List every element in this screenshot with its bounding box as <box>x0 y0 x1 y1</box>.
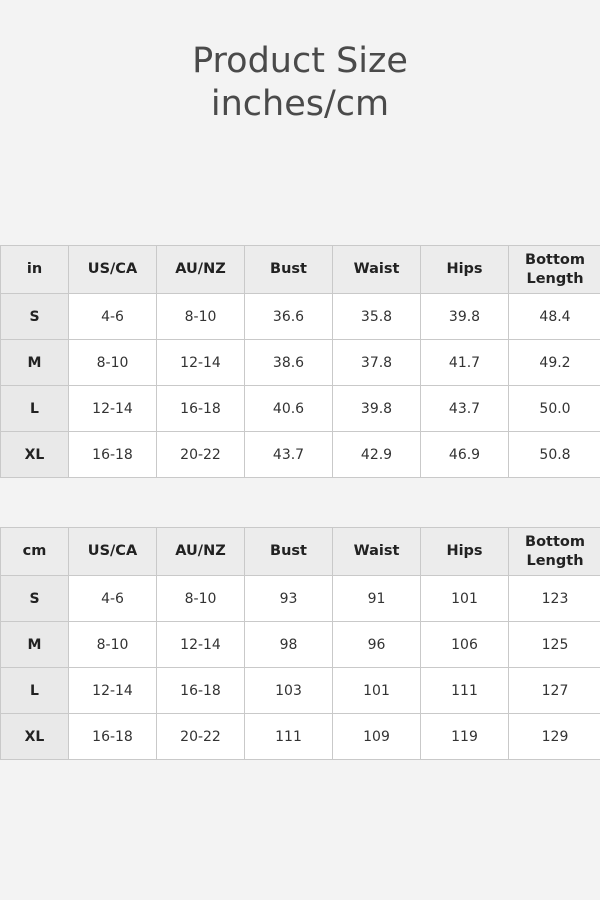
column-header: Hips <box>420 245 509 294</box>
table-cell: 48.4 <box>508 293 600 340</box>
table-cell: 16-18 <box>156 385 245 432</box>
table-cell: 98 <box>244 621 333 668</box>
unit-header: cm <box>0 527 69 576</box>
column-header: Hips <box>420 527 509 576</box>
column-header: Bust <box>244 527 333 576</box>
table-cell: 123 <box>508 575 600 622</box>
table-cell: 50.8 <box>508 431 600 478</box>
unit-header: in <box>0 245 69 294</box>
table-cell: 111 <box>244 713 333 760</box>
table-cell: 96 <box>332 621 421 668</box>
table-cell: 111 <box>420 667 509 714</box>
column-header: US/CA <box>68 245 157 294</box>
table-cell: 8-10 <box>68 621 157 668</box>
table-cell: 129 <box>508 713 600 760</box>
size-label: M <box>0 621 69 668</box>
table-cell: 8-10 <box>156 575 245 622</box>
table-cell: 109 <box>332 713 421 760</box>
column-header: Bottom Length <box>508 527 600 576</box>
header-row: cm US/CA AU/NZ Bust Waist Hips Bottom Length <box>0 527 600 576</box>
table-cell: 12-14 <box>68 385 157 432</box>
table-cell: 41.7 <box>420 339 509 386</box>
size-label: S <box>0 293 69 340</box>
size-label: S <box>0 575 69 622</box>
table-cell: 20-22 <box>156 713 245 760</box>
table-cell: 4-6 <box>68 575 157 622</box>
table-row: S 4-6 8-10 93 91 101 123 <box>0 575 600 622</box>
table-cell: 16-18 <box>156 667 245 714</box>
table-cell: 12-14 <box>156 621 245 668</box>
header-row: in US/CA AU/NZ Bust Waist Hips Bottom Length <box>0 245 600 294</box>
table-cell: 101 <box>420 575 509 622</box>
table-cell: 93 <box>244 575 333 622</box>
table-row: S 4-6 8-10 36.6 35.8 39.8 48.4 <box>0 293 600 340</box>
table-cell: 43.7 <box>420 385 509 432</box>
title-line-2: inches/cm <box>210 84 390 124</box>
size-label: XL <box>0 713 69 760</box>
size-label: XL <box>0 431 69 478</box>
size-table-inches: in US/CA AU/NZ Bust Waist Hips Bottom Length S 4… <box>0 245 600 478</box>
table-cell: 50.0 <box>508 385 600 432</box>
table-cell: 106 <box>420 621 509 668</box>
column-header: US/CA <box>68 527 157 576</box>
table-cell: 20-22 <box>156 431 245 478</box>
column-header: Waist <box>332 527 421 576</box>
table-cell: 8-10 <box>68 339 157 386</box>
table-row: XL 16-18 20-22 43.7 42.9 46.9 50.8 <box>0 431 600 478</box>
table-cell: 91 <box>332 575 421 622</box>
table-cell: 46.9 <box>420 431 509 478</box>
table-cell: 39.8 <box>420 293 509 340</box>
table-row: M 8-10 12-14 38.6 37.8 41.7 49.2 <box>0 339 600 386</box>
table-cell: 42.9 <box>332 431 421 478</box>
table-cell: 39.8 <box>332 385 421 432</box>
table-cell: 16-18 <box>68 713 157 760</box>
column-header: Bottom Length <box>508 245 600 294</box>
table-cell: 4-6 <box>68 293 157 340</box>
title-line-1: Product Size <box>192 41 408 81</box>
table-cell: 127 <box>508 667 600 714</box>
table-cell: 125 <box>508 621 600 668</box>
size-label: L <box>0 667 69 714</box>
table-cell: 38.6 <box>244 339 333 386</box>
size-label: L <box>0 385 69 432</box>
size-table-cm: cm US/CA AU/NZ Bust Waist Hips Bottom Length S 4… <box>0 527 600 760</box>
table-cell: 12-14 <box>68 667 157 714</box>
table-cell: 103 <box>244 667 333 714</box>
column-header: AU/NZ <box>156 527 245 576</box>
table-row: L 12-14 16-18 40.6 39.8 43.7 50.0 <box>0 385 600 432</box>
table-cell: 8-10 <box>156 293 245 340</box>
table-cell: 49.2 <box>508 339 600 386</box>
table-row: M 8-10 12-14 98 96 106 125 <box>0 621 600 668</box>
table-cell: 12-14 <box>156 339 245 386</box>
table-row: L 12-14 16-18 103 101 111 127 <box>0 667 600 714</box>
table-cell: 16-18 <box>68 431 157 478</box>
size-label: M <box>0 339 69 386</box>
table-cell: 119 <box>420 713 509 760</box>
table-row: XL 16-18 20-22 111 109 119 129 <box>0 713 600 760</box>
column-header: Waist <box>332 245 421 294</box>
page-title: Product Size inches/cm <box>0 40 600 126</box>
table-cell: 35.8 <box>332 293 421 340</box>
column-header: AU/NZ <box>156 245 245 294</box>
table-cell: 43.7 <box>244 431 333 478</box>
table-cell: 36.6 <box>244 293 333 340</box>
table-cell: 37.8 <box>332 339 421 386</box>
table-cell: 40.6 <box>244 385 333 432</box>
table-cell: 101 <box>332 667 421 714</box>
column-header: Bust <box>244 245 333 294</box>
